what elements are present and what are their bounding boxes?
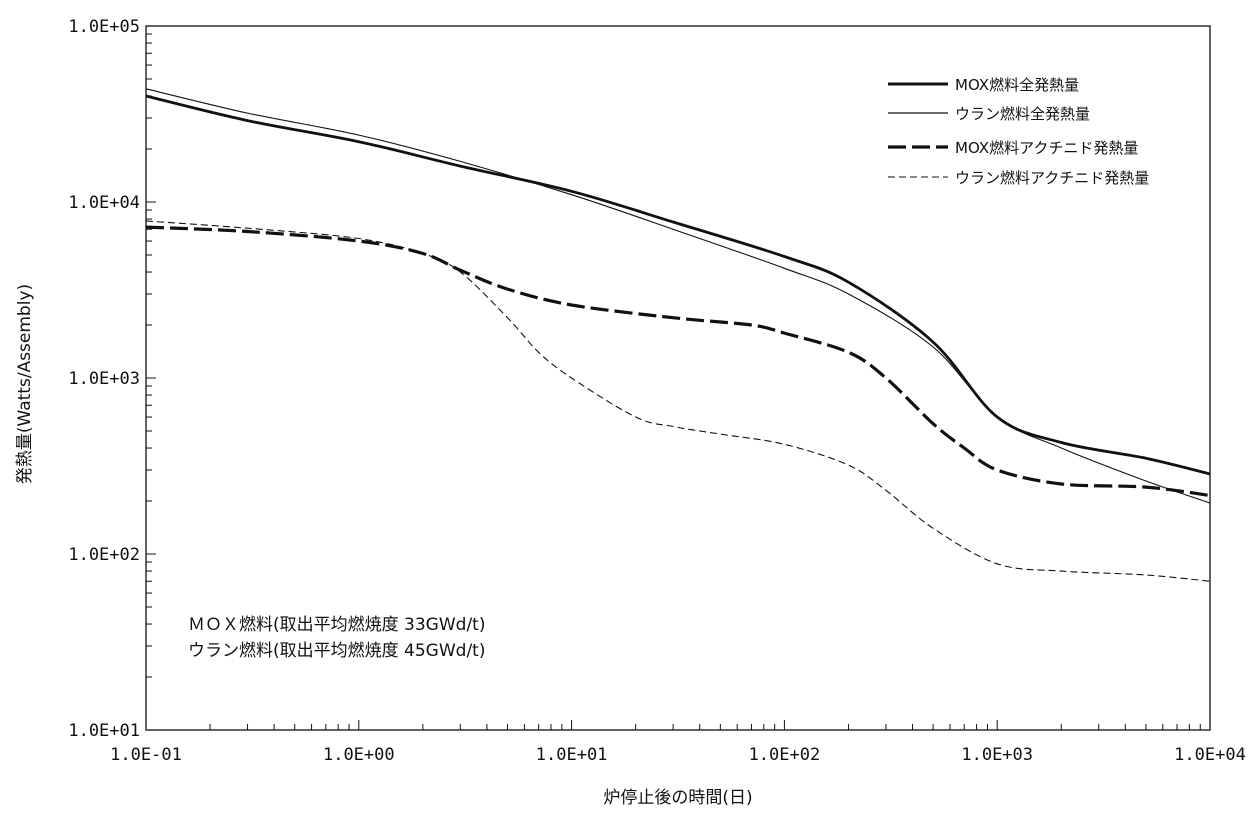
x-tick-label: 1.0E+01 (536, 745, 608, 765)
y-tick-label: 1.0E+03 (68, 369, 140, 389)
y-tick-label: 1.0E+01 (68, 721, 140, 741)
legend: MOX燃料全発熱量 ウラン燃料全発熱量 MOX燃料アクチニド発熱量 ウラン燃料ア… (888, 76, 1149, 187)
legend-label-uranium-actinide: ウラン燃料アクチニド発熱量 (955, 169, 1149, 187)
series-mox-total-line (145, 94, 1211, 476)
x-tick-label: 1.0E+02 (749, 745, 821, 765)
x-tick-labels: 1.0E-01 1.0E+00 1.0E+01 1.0E+02 1.0E+03 1.0E+… (110, 745, 1246, 765)
legend-label-mox-total: MOX燃料全発熱量 (955, 76, 1079, 94)
fuel-notes: ＭＯＸ燃料(取出平均燃焼度 33GWd/t) ウラン燃料(取出平均燃焼度 45G… (188, 615, 485, 661)
series-uranium-total-line (145, 88, 1211, 504)
series-uranium-actinide-line (145, 220, 1211, 582)
x-tick-label: 1.0E-01 (110, 745, 182, 765)
note-uranium-burnup: ウラン燃料(取出平均燃焼度 45GWd/t) (188, 641, 485, 661)
note-mox-burnup: ＭＯＸ燃料(取出平均燃焼度 33GWd/t) (188, 615, 485, 635)
x-axis-title: 炉停止後の時間(日) (603, 788, 752, 808)
x-tick-label: 1.0E+04 (1174, 745, 1246, 765)
series-lines (145, 88, 1211, 582)
y-tick-label: 1.0E+05 (68, 17, 140, 37)
x-minor-ticks (145, 720, 1201, 730)
y-tick-labels: 1.0E+01 1.0E+02 1.0E+03 1.0E+04 1.0E+05 (68, 17, 140, 741)
y-tick-label: 1.0E+04 (68, 193, 140, 213)
y-axis-title: 発熱量(Watts/Assembly) (15, 284, 35, 484)
legend-label-uranium-total: ウラン燃料全発熱量 (955, 105, 1090, 123)
legend-label-mox-actinide: MOX燃料アクチニド発熱量 (955, 139, 1138, 157)
y-minor-ticks (146, 33, 156, 731)
series-mox-actinide-line (145, 225, 1211, 498)
x-tick-label: 1.0E+03 (961, 745, 1033, 765)
y-tick-label: 1.0E+02 (68, 545, 140, 565)
x-tick-label: 1.0E+00 (323, 745, 395, 765)
